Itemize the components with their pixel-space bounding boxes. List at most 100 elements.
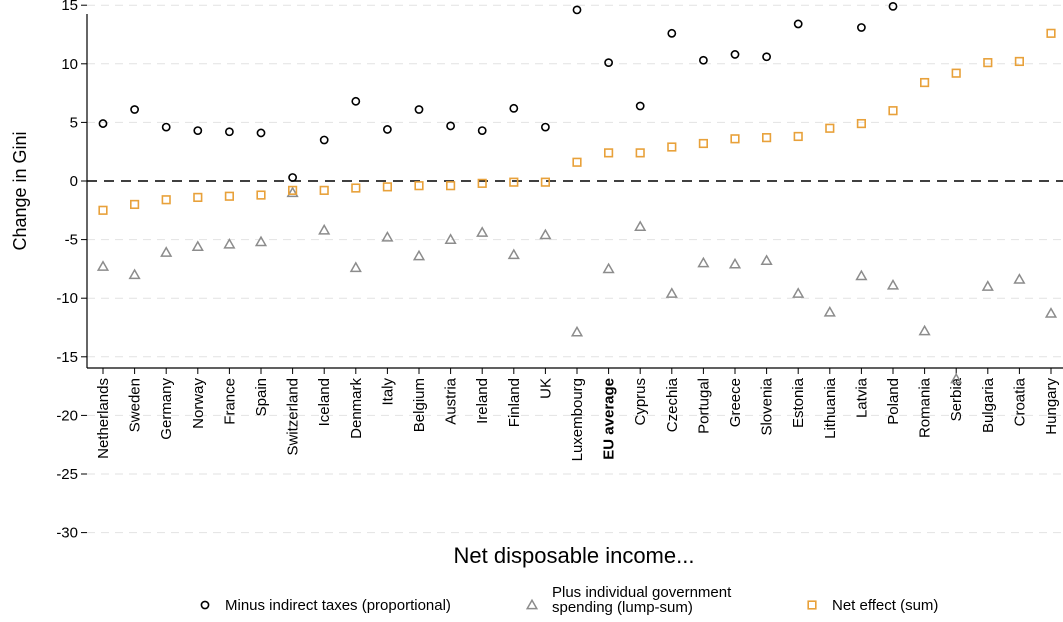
x-tick-label: Luxembourg (569, 378, 586, 461)
x-tick-label: Czechia (664, 377, 681, 432)
series-triangle (96, 186, 1058, 384)
triangle-point (507, 248, 520, 260)
y-tick-label: -15 (56, 349, 78, 366)
series-square (98, 28, 1056, 215)
y-tick-label: 15 (61, 0, 78, 14)
data-marks (96, 1, 1058, 384)
x-tick-label: Germany (158, 378, 175, 440)
legend: Minus indirect taxes (proportional) Plus … (200, 584, 938, 616)
series-circle (98, 1, 898, 182)
x-ticks: Netherlands Sweden Germany Norway France Spai… (95, 368, 1060, 461)
square-point (825, 123, 835, 133)
y-tick-label: 5 (70, 114, 78, 131)
x-tick-label: Serbia (948, 377, 965, 421)
square-point (193, 192, 203, 203)
square-point (698, 138, 708, 149)
y-tick-label: 0 (70, 173, 78, 190)
square-point (635, 148, 645, 158)
axes (86, 14, 1063, 369)
triangle-point (570, 325, 584, 337)
square-point (603, 148, 614, 158)
square-point (130, 199, 140, 210)
circle-point (351, 96, 361, 106)
x-tick-label: Portugal (695, 378, 712, 434)
circle-point (382, 125, 392, 134)
x-tick-label: Netherlands (95, 378, 112, 459)
square-point (761, 133, 772, 143)
triangle-point (823, 305, 836, 317)
square-point (256, 190, 266, 200)
triangle-point (760, 254, 773, 266)
x-tick-label: Italy (379, 378, 396, 406)
triangle-point (349, 261, 362, 273)
triangle-point (286, 186, 299, 198)
circle-point (446, 121, 455, 131)
circle-point (762, 52, 771, 62)
x-tick-label: Cyprus (632, 378, 649, 426)
y-tick-label: -10 (56, 290, 78, 307)
triangle-point (728, 257, 742, 269)
circle-point (730, 50, 740, 59)
triangle-point (160, 246, 173, 257)
circle-point (161, 122, 171, 132)
square-point (667, 142, 677, 152)
circle-point (193, 126, 203, 136)
triangle-point (318, 223, 331, 235)
circle-point (130, 105, 139, 114)
triangle-point (634, 220, 647, 232)
y-tick-label: 10 (61, 56, 78, 73)
x-tick-label: Lithuania (822, 377, 839, 439)
circle-point (541, 122, 550, 132)
y-ticks: 2520151050-5-10-15-20-25-30 (56, 0, 87, 542)
square-point (540, 177, 550, 187)
triangle-point (254, 235, 268, 247)
x-tick-label: Ireland (474, 378, 491, 424)
x-tick-label: Spain (253, 378, 270, 416)
circle-point (667, 28, 677, 38)
x-tick-label: Finland (506, 378, 523, 427)
square-point (793, 131, 803, 142)
square-point (509, 177, 519, 187)
x-tick-label: Sweden (127, 378, 144, 432)
square-point (572, 157, 582, 167)
y-tick-label: -5 (65, 232, 78, 249)
circle-point (319, 135, 329, 145)
legend-circle-marker (200, 600, 210, 610)
x-tick-label: Croatia (1011, 377, 1028, 426)
square-point (477, 178, 487, 188)
circle-point (477, 126, 487, 136)
x-tick-label: Greece (727, 378, 744, 427)
x-tick-label: Denmark (348, 378, 365, 439)
circle-point (224, 127, 234, 137)
square-point (161, 195, 171, 205)
x-tick-label: Latvia (853, 377, 870, 418)
square-point (856, 118, 866, 129)
x-tick-label: Hungary (1043, 378, 1060, 435)
triangle-point (665, 287, 678, 298)
triangle-point (96, 260, 110, 271)
x-tick-label: Poland (885, 378, 902, 425)
circle-point (572, 5, 582, 15)
triangle-point (1044, 307, 1058, 318)
circle-point (635, 101, 645, 111)
square-point (319, 185, 329, 195)
circle-point (604, 58, 613, 68)
triangle-point (381, 230, 394, 242)
circle-point (857, 23, 866, 32)
y-tick-label: -30 (56, 525, 78, 542)
legend-label: Minus indirect taxes (proportional) (225, 597, 451, 614)
legend-triangle-marker (525, 598, 539, 610)
x-tick-label: UK (537, 378, 554, 399)
circle-point (509, 103, 519, 113)
legend-square-marker (807, 600, 817, 610)
x-axis-title: Net disposable income... (454, 543, 695, 568)
x-tick-label: Austria (443, 377, 460, 424)
circle-point (888, 1, 898, 11)
square-point (98, 205, 108, 215)
triangle-point (886, 278, 900, 290)
circle-point (98, 119, 108, 128)
circle-point (288, 173, 297, 182)
triangle-point (412, 249, 426, 261)
x-tick-label: France (221, 378, 238, 425)
